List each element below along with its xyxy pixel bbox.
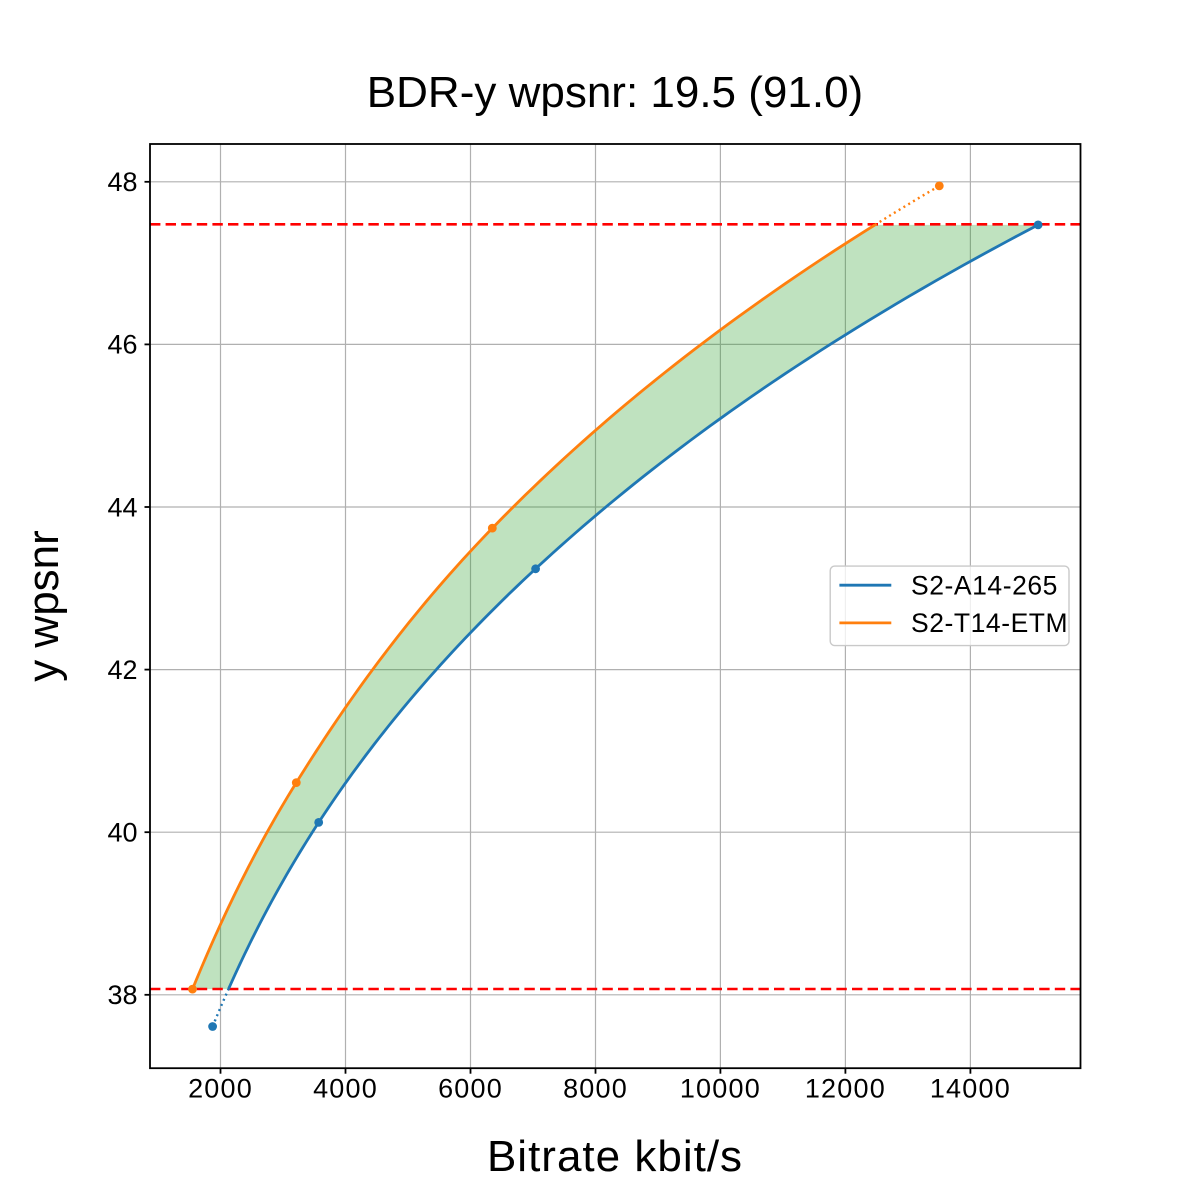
svg-text:10000: 10000 [680, 1074, 761, 1104]
svg-text:14000: 14000 [930, 1074, 1011, 1104]
svg-text:46: 46 [107, 330, 137, 360]
svg-text:44: 44 [107, 492, 137, 522]
svg-text:BDR-y wpsnr: 19.5 (91.0): BDR-y wpsnr: 19.5 (91.0) [367, 68, 863, 117]
svg-text:12000: 12000 [805, 1074, 886, 1104]
svg-text:S2-T14-ETM: S2-T14-ETM [911, 608, 1068, 638]
svg-text:40: 40 [107, 818, 137, 848]
svg-text:6000: 6000 [438, 1074, 503, 1104]
svg-text:48: 48 [107, 167, 137, 197]
svg-text:S2-A14-265: S2-A14-265 [911, 571, 1058, 601]
svg-text:8000: 8000 [563, 1074, 628, 1104]
svg-text:Bitrate kbit/s: Bitrate kbit/s [487, 1132, 743, 1181]
svg-text:y wpsnr: y wpsnr [19, 530, 68, 682]
svg-text:4000: 4000 [313, 1074, 378, 1104]
svg-text:2000: 2000 [188, 1074, 253, 1104]
svg-text:42: 42 [107, 655, 137, 685]
svg-text:38: 38 [107, 980, 137, 1010]
